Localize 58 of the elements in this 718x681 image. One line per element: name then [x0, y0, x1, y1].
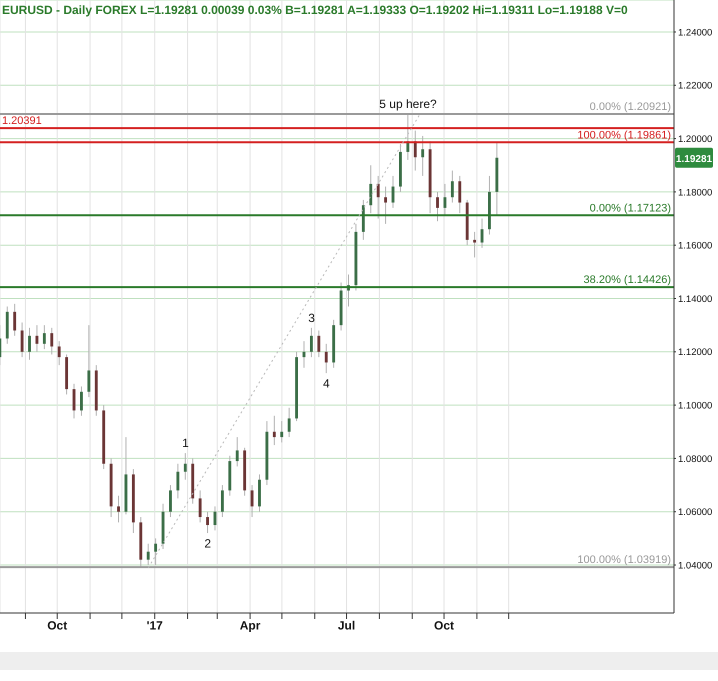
annotation: 1 [182, 436, 190, 450]
annotation: 3 [308, 310, 316, 325]
y-tick-label: 1.10000 [678, 400, 712, 412]
candlestick [72, 383, 76, 419]
candlestick [169, 484, 172, 518]
ref-line-label: 100.00% (1.19861) [577, 129, 671, 142]
y-tick-label: 1.12000 [678, 347, 712, 358]
candlestick [384, 186, 388, 224]
ref-line-label: 1.20391 [2, 115, 42, 128]
candlestick [436, 191, 439, 222]
candlestick [220, 484, 224, 518]
annotation: 4 [323, 376, 330, 391]
candlestick [288, 407, 291, 438]
ref-line-label: 100.00% (1.03919) [577, 554, 671, 566]
candlestick [206, 511, 209, 534]
ref-line-label: 0.00% (1.17123) [590, 202, 671, 214]
annotation: 5 up here? [379, 97, 438, 112]
x-tick-label: Oct [434, 618, 454, 633]
chart-title: EURUSD - Daily FOREX L=1.19281 0.00039 0.03% B=1.19281 A=1.19333 O=1.19202 Hi=1.19311 Lo=1.19188 V=0 [2, 3, 628, 17]
y-tick-label: 1.20000 [678, 134, 712, 145]
candlestick [198, 490, 202, 523]
y-tick-label: 1.16000 [678, 240, 712, 252]
x-tick-label: Apr [240, 618, 261, 633]
candlestick [214, 506, 216, 531]
candlestick [302, 340, 306, 368]
candlestick [473, 231, 476, 258]
candlestick [310, 327, 313, 358]
y-tick-label: 1.14000 [678, 294, 712, 305]
candlestick [36, 324, 38, 352]
candlestick [87, 324, 90, 398]
candlestick [480, 218, 484, 248]
y-tick-label: 1.08000 [678, 454, 712, 465]
candlestick [450, 170, 454, 204]
y-tick-label: 1.06000 [678, 507, 712, 518]
candlestick [42, 324, 46, 350]
candlestick [392, 175, 394, 208]
candlestick [13, 303, 16, 336]
ref-line-label: 0.00% (1.20921) [590, 101, 671, 114]
candlestick [250, 484, 254, 518]
y-tick-label: 1.24000 [678, 27, 712, 38]
x-tick-label: Jul [338, 618, 356, 633]
candlestick [20, 322, 24, 358]
ref-line-label: 38.20% (1.14426) [584, 274, 671, 286]
y-tick-label: 1.18000 [678, 187, 712, 198]
candlestick [117, 495, 120, 523]
candlestick [80, 386, 83, 416]
y-tick-label: 1.04000 [678, 560, 712, 572]
candlestick [176, 463, 180, 499]
candlestick [154, 538, 158, 566]
x-tick-label: '17 [146, 618, 164, 633]
x-tick-label: Oct [47, 618, 68, 633]
annotation: 1.19281 [676, 154, 713, 165]
y-tick-label: 1.22000 [678, 80, 712, 92]
candlestick [444, 183, 446, 216]
candlestick [317, 330, 320, 358]
candlestick [376, 175, 380, 220]
annotation: 2 [204, 536, 212, 551]
candlestick [28, 327, 31, 360]
